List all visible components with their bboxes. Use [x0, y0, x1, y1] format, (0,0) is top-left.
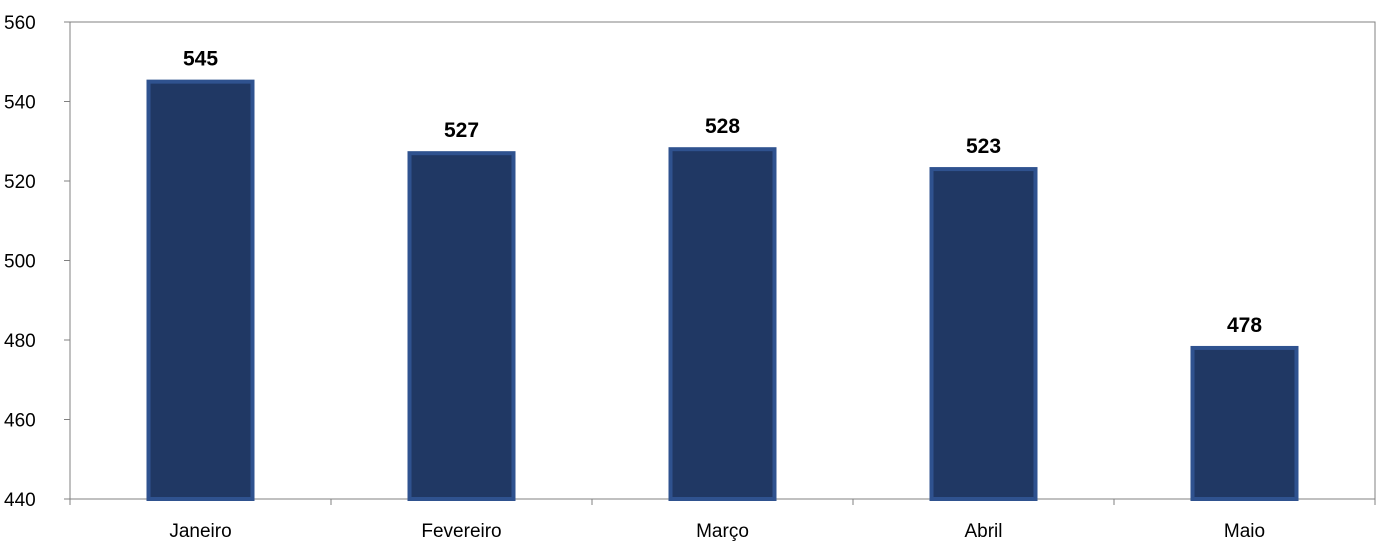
x-tick-label: Abril [964, 521, 1002, 542]
y-tick-label: 560 [4, 13, 36, 34]
y-tick-label: 500 [4, 252, 36, 273]
data-label: 527 [444, 119, 479, 142]
bars [146, 79, 1299, 502]
y-tick-label: 480 [4, 331, 36, 352]
data-label: 523 [966, 135, 1001, 158]
y-tick-label: 460 [4, 411, 36, 432]
y-tick-label: 520 [4, 172, 36, 193]
bar-fevereiro [407, 151, 516, 502]
x-tick-label: Março [696, 521, 749, 542]
labels: 545 Janeiro 527 Fevereiro 528 Março 523 Abril 47… [169, 48, 1265, 542]
y-tick-label: 540 [4, 93, 36, 114]
bar-janeiro [146, 79, 255, 501]
data-label: 478 [1227, 314, 1262, 337]
x-tick-label: Fevereiro [421, 521, 501, 542]
data-label: 528 [705, 115, 740, 138]
x-tick-label: Janeiro [169, 521, 231, 542]
y-tick-label: 440 [4, 490, 36, 511]
bar-março [668, 147, 777, 501]
x-tick-label: Maio [1224, 521, 1265, 542]
bar-maio [1190, 345, 1299, 502]
bar-abril [929, 167, 1038, 501]
data-label: 545 [183, 48, 218, 71]
